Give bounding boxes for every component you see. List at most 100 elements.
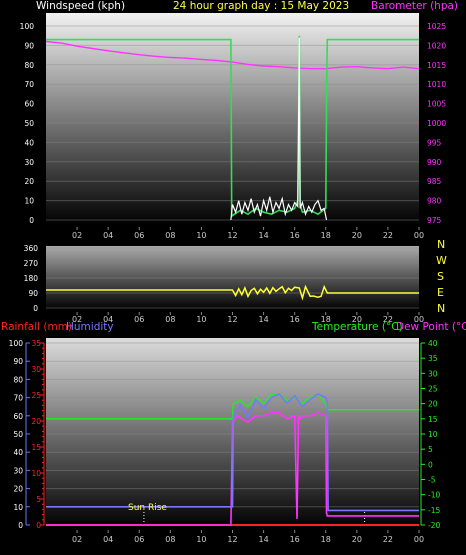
hour-tick-label: 08 — [165, 231, 175, 240]
hour-tick-label: 12 — [227, 315, 237, 324]
rainfall-axis-title: Rainfall (mm) — [1, 321, 72, 333]
barometer-tick-label: 1000 — [427, 119, 446, 128]
panel2-series — [46, 284, 419, 301]
temperature-axis-title: Temperature (°C) — [311, 321, 403, 333]
hour-tick-label: 04 — [103, 231, 113, 240]
hour-tick-label: 22 — [383, 231, 393, 240]
humidity-line — [46, 393, 419, 512]
hour-tick-label: 02 — [72, 231, 82, 240]
temperature-tick-label: 10 — [428, 430, 438, 439]
humidity-axis-title: Humidity — [66, 321, 114, 333]
barometer-tick-label: 1010 — [427, 80, 446, 89]
direction-tick-label: 0 — [33, 304, 38, 313]
humidity-tick-label: 0 — [18, 521, 23, 530]
windspeed-tick-label: 50 — [24, 119, 34, 128]
hour-tick-label: 16 — [290, 315, 300, 324]
hour-tick-label: 14 — [258, 231, 268, 240]
rainfall-tick-label: 0 — [36, 521, 41, 530]
dewpoint-axis-title: Dew Point (°C) — [396, 321, 466, 333]
windspeed-tick-label: 40 — [24, 138, 34, 147]
humidity-tick-label: 50 — [13, 430, 23, 439]
panel1-background — [46, 13, 419, 225]
temperature-tick-label: 30 — [428, 369, 438, 378]
dewpoint-line — [46, 411, 419, 526]
rainfall-tick-label: 35 — [31, 339, 41, 348]
hour-tick-label: 10 — [196, 535, 206, 544]
panel1-hour-axis: 02 04 06 08 10 12 14 16 18 20 22 00 — [72, 227, 424, 240]
hour-tick-label: 20 — [352, 231, 362, 240]
panel1-grid — [46, 25, 419, 221]
rainfall-tick-label: 25 — [31, 391, 41, 400]
temperature-tick-label: 40 — [428, 339, 438, 348]
barometer-tick-label: 975 — [427, 216, 442, 225]
compass-labels: N W S E N — [436, 238, 447, 315]
temperature-tick-label: 15 — [428, 415, 438, 424]
barometer-axis-title: Barometer (hpa) — [371, 0, 458, 12]
hour-tick-label: 04 — [103, 315, 113, 324]
hour-tick-label: 02 — [72, 535, 82, 544]
temperature-tick-label: -10 — [428, 491, 440, 500]
hour-tick-label: 08 — [165, 535, 175, 544]
sun-markers — [143, 512, 366, 525]
barometer-tick-label: 990 — [427, 158, 442, 167]
hour-tick-label: 14 — [258, 535, 268, 544]
hour-tick-label: 20 — [352, 315, 362, 324]
wind-direction-line — [46, 284, 419, 301]
direction-tick-label: 360 — [24, 244, 39, 253]
windspeed-tick-label: 0 — [29, 216, 34, 225]
humidity-tick-label: 80 — [13, 375, 23, 384]
humidity-axis: 0 10 20 30 40 50 60 70 80 90 100 — [9, 339, 30, 530]
barometer-tick-label: 980 — [427, 197, 442, 206]
rainfall-tick-label: 30 — [31, 365, 41, 374]
hour-tick-label: 08 — [165, 315, 175, 324]
humidity-tick-label: 10 — [13, 503, 23, 512]
hour-tick-label: 12 — [227, 535, 237, 544]
panel2-background — [46, 246, 419, 310]
hour-tick-label: 10 — [196, 231, 206, 240]
temperature-tick-label: 20 — [428, 400, 438, 409]
hour-tick-label: 20 — [352, 535, 362, 544]
barometer-axis: 975 980 985 990 995 1000 1005 1010 1015 1020 1025 — [427, 22, 446, 225]
hour-tick-label: 00 — [414, 231, 424, 240]
hour-tick-label: 04 — [103, 535, 113, 544]
rainfall-tick-label: 20 — [31, 417, 41, 426]
humidity-tick-label: 70 — [13, 394, 23, 403]
compass-label-n-bottom: N — [437, 302, 445, 315]
windspeed-tick-label: 90 — [24, 41, 34, 50]
temperature-tick-label: -20 — [428, 521, 440, 530]
rainfall-tick-label: 5 — [36, 495, 41, 504]
windspeed-line — [230, 37, 328, 221]
windspeed-tick-label: 70 — [24, 80, 34, 89]
hour-tick-label: 22 — [383, 535, 393, 544]
hour-tick-label: 06 — [134, 315, 144, 324]
rainfall-tick-label: 10 — [31, 469, 41, 478]
barometer-line — [45, 40, 420, 70]
panel1-series — [45, 35, 420, 221]
hour-tick-label: 18 — [321, 535, 331, 544]
direction-tick-label: 180 — [24, 274, 39, 283]
wind-direction-axis: 0 90 180 270 360 — [24, 244, 39, 313]
hour-tick-label: 06 — [134, 231, 144, 240]
hour-tick-label: 16 — [290, 231, 300, 240]
windspeed-tick-label: 30 — [24, 158, 34, 167]
humidity-tick-label: 90 — [13, 357, 23, 366]
hour-tick-label: 18 — [321, 315, 331, 324]
barometer-tick-label: 995 — [427, 138, 442, 147]
barometer-tick-label: 1020 — [427, 41, 446, 50]
temperature-tick-label: 0 — [428, 460, 433, 469]
hour-tick-label: 02 — [72, 315, 82, 324]
hour-tick-label: 12 — [227, 231, 237, 240]
windspeed-axis: 0 10 20 30 40 50 60 70 80 90 100 — [20, 22, 35, 225]
temperature-tick-label: -5 — [428, 476, 436, 485]
humidity-tick-label: 100 — [9, 339, 24, 348]
graph-title: 24 hour graph day : 15 May 2023 — [173, 0, 349, 12]
panel3-hour-axis: 02 04 06 08 10 12 14 16 18 20 22 00 — [72, 530, 424, 544]
barometer-tick-label: 1015 — [427, 61, 446, 70]
panel3-series — [46, 393, 419, 526]
hour-tick-label: 00 — [414, 315, 424, 324]
barometer-tick-label: 1025 — [427, 22, 446, 31]
windspeed-axis-title: Windspeed (kph) — [36, 0, 125, 12]
compass-label-n-top: N — [437, 238, 445, 251]
compass-label-w: W — [436, 254, 447, 267]
